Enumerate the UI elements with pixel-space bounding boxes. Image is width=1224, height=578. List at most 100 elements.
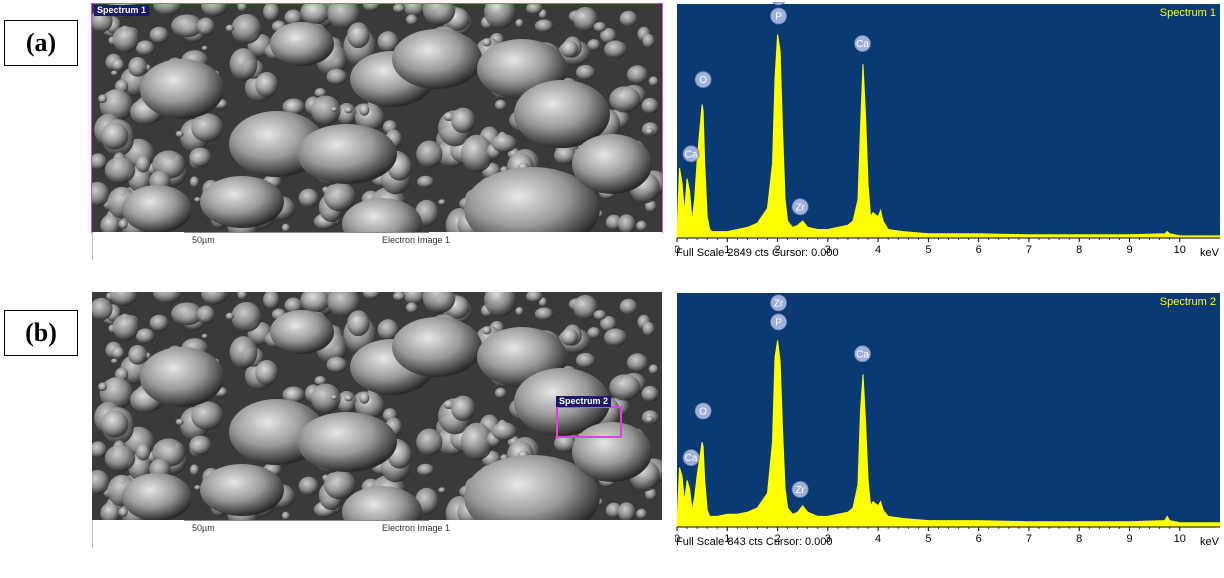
- sem-grain: [526, 292, 543, 303]
- sem-grain: [359, 103, 370, 116]
- sem-grain: [201, 292, 228, 305]
- x-tick-label: 2: [774, 533, 780, 545]
- sem-particle: [392, 317, 482, 377]
- sem-grain: [191, 401, 224, 431]
- sem-grain: [92, 441, 107, 458]
- sem-grain: [344, 394, 353, 402]
- peak-label-o: O: [694, 402, 712, 420]
- sem-grain: [648, 364, 659, 375]
- sem-grain: [112, 314, 139, 341]
- eds-footer: Full Scale 2849 cts Cursor: 0.000: [676, 247, 839, 259]
- svg-text:Zr: Zr: [774, 298, 784, 309]
- image-name: Electron Image 1: [382, 235, 451, 245]
- sem-caption-b: 50µm Electron Image 1: [92, 520, 662, 548]
- sem-grain: [92, 153, 107, 170]
- scale-bar: [184, 232, 429, 235]
- sem-particle: [342, 198, 422, 232]
- sem-grain: [171, 14, 203, 38]
- sem-image-b: Spectrum 2: [92, 292, 662, 520]
- sem-grain: [110, 70, 118, 76]
- sem-grain: [377, 319, 399, 341]
- svg-text:P: P: [775, 12, 782, 23]
- sem-grain: [609, 374, 641, 401]
- sem-grain: [323, 182, 356, 212]
- sem-grain: [229, 336, 258, 369]
- sem-grain: [534, 19, 554, 33]
- sem-grain: [619, 298, 638, 315]
- caption-edge: [92, 232, 93, 260]
- sem-grain: [641, 97, 659, 114]
- sem-grain: [405, 14, 418, 26]
- sem-grain: [619, 10, 638, 27]
- sem-grain: [231, 301, 262, 332]
- sem-grain: [135, 40, 155, 56]
- sem-grain: [460, 134, 493, 173]
- sem-grain: [417, 175, 435, 188]
- peak-label-ca: Ca: [682, 145, 700, 163]
- sem-grain: [482, 326, 492, 335]
- sem-grain: [575, 64, 596, 80]
- sem-grain: [534, 307, 554, 321]
- sem-grain: [416, 140, 443, 168]
- caption-edge: [92, 520, 93, 548]
- sem-grain: [416, 428, 443, 456]
- sem-grain: [605, 214, 623, 231]
- sem-grain: [362, 292, 381, 300]
- sem-grain: [491, 422, 517, 441]
- sem-grain: [617, 214, 636, 232]
- sem-particle: [572, 134, 652, 194]
- eds-plot-b: Spectrum 2 Ca O P Zr Zr Ca 0 1 2 3 4 5 6 7 8 9 10 Full Sca…: [675, 291, 1222, 548]
- sem-grain: [196, 305, 215, 324]
- sem-grain: [494, 99, 507, 111]
- sem-grain: [263, 292, 280, 310]
- sem-grain: [231, 13, 262, 44]
- sem-grain: [175, 130, 184, 138]
- sem-particle: [297, 124, 397, 184]
- svg-text:Zr: Zr: [795, 485, 805, 496]
- peak-label-o: O: [694, 71, 712, 88]
- sem-caption-a: 50µm Electron Image 1: [92, 232, 662, 260]
- sem-particle: [464, 167, 600, 232]
- sem-grain: [255, 359, 279, 386]
- svg-text:P: P: [775, 317, 782, 328]
- eds-trace: [676, 34, 1221, 239]
- sem-particle: [140, 59, 224, 119]
- sem-grain: [191, 113, 224, 143]
- sem-grain: [149, 26, 169, 44]
- sem-grain: [515, 306, 524, 316]
- x-tick-label: 9: [1126, 533, 1132, 545]
- sem-particle: [200, 464, 284, 516]
- sem-image-a: Spectrum 1: [91, 3, 663, 233]
- sem-grain: [554, 146, 577, 165]
- sem-particle: [122, 473, 192, 520]
- panel-label-b: (b): [4, 310, 78, 356]
- sem-grain: [645, 128, 654, 135]
- sem-grain: [100, 502, 120, 520]
- x-tick-label: 0: [675, 244, 680, 256]
- sem-grain: [560, 40, 579, 58]
- sem-grain: [600, 27, 617, 44]
- sem-grain: [314, 88, 327, 98]
- sem-grain: [171, 302, 203, 326]
- sem-grain: [189, 435, 212, 456]
- eds-trace: [676, 340, 1221, 528]
- sem-grain: [482, 38, 492, 47]
- sem-grain: [135, 328, 155, 344]
- sem-particle: [270, 310, 334, 354]
- sem-grain: [194, 197, 201, 203]
- sem-grain: [326, 68, 348, 85]
- x-tick-label: 7: [1026, 244, 1032, 256]
- sem-grain: [229, 48, 258, 81]
- x-tick-label: 8: [1076, 244, 1082, 256]
- sem-grain: [587, 39, 601, 51]
- sem-grain: [645, 200, 657, 213]
- sem-grain: [189, 176, 200, 188]
- sem-particle: [342, 486, 422, 520]
- sem-grain: [359, 391, 370, 404]
- sem-grain: [189, 464, 200, 476]
- sem-grain: [494, 387, 507, 399]
- sem-grain: [347, 310, 370, 337]
- x-tick-label: 2: [774, 244, 780, 256]
- sem-grain: [393, 292, 406, 301]
- sem-grain: [605, 502, 623, 519]
